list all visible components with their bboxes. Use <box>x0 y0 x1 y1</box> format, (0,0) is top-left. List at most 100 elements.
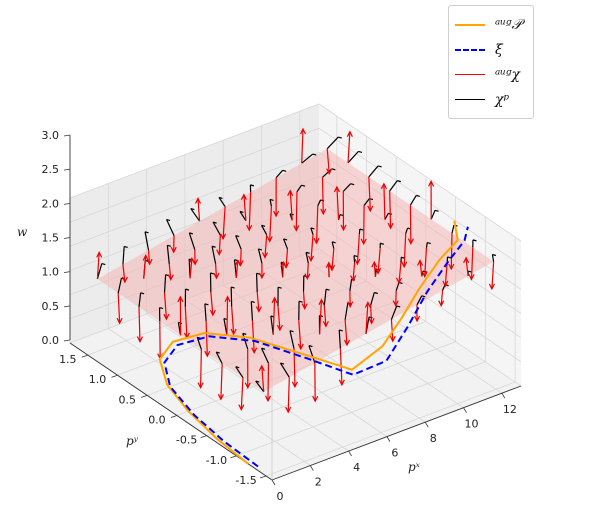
chi-p-arrow <box>349 279 353 292</box>
legend-swatch-augChi <box>455 74 485 75</box>
aug-chi-arrow <box>261 365 265 392</box>
aug-chi-arrow <box>370 305 373 324</box>
chi-p-arrow <box>250 301 254 321</box>
chi-p-arrow <box>138 292 142 308</box>
aug-chi-arrow <box>301 129 304 164</box>
aug-chi-arrow <box>222 206 226 239</box>
z-tick-mark <box>63 339 71 342</box>
chi-p-arrowhead <box>185 288 190 291</box>
aug-chi-arrowhead <box>421 271 428 278</box>
legend-label-xi: ξ <box>495 41 503 58</box>
aug-chi-arrowhead <box>387 222 394 230</box>
chi-p-arrow <box>144 231 150 251</box>
chi-p-arrowhead <box>396 305 401 308</box>
aug-chi-arrowhead <box>224 295 231 302</box>
chi-p-arrowhead <box>277 286 282 289</box>
chi-p-arrow <box>384 213 389 220</box>
aug-chi-arrow <box>321 177 324 214</box>
chi-p-arrowhead <box>251 300 255 304</box>
chi-p-arrow <box>416 295 423 306</box>
z-tick-label: 2.5 <box>42 163 60 176</box>
aug-chi-arrowhead <box>307 255 315 263</box>
z-tick-mark <box>63 168 71 171</box>
aug-chi-arrow <box>163 292 168 320</box>
y-tick-mark <box>259 475 267 479</box>
aug-chi-arrowhead <box>333 185 340 193</box>
chi-p-arrowhead <box>325 288 330 291</box>
aug-chi-arrow <box>398 262 402 283</box>
aug-chi-arrow <box>444 261 448 286</box>
chi-p-arrow <box>317 199 322 207</box>
chi-p-arrow <box>165 219 175 236</box>
aug-chi-arrowhead <box>442 280 449 288</box>
chi-p-arrow <box>275 169 284 179</box>
y-tick-mark <box>200 435 207 439</box>
aug-chi-arrow <box>282 262 284 278</box>
chi-p-arrowhead <box>331 168 336 171</box>
y-tick-label: -1.0 <box>206 454 227 467</box>
chi-p-arrowhead <box>255 380 260 383</box>
chi-p-arrowhead <box>339 329 343 332</box>
chi-p-arrowhead <box>235 366 240 369</box>
aug-chi-arrowhead <box>328 264 336 272</box>
aug-chi-arrow <box>117 293 121 324</box>
aug-chi-arrowhead <box>194 197 202 204</box>
chi-p-arrowhead <box>211 245 216 248</box>
aug-chi-arrowhead <box>320 208 327 216</box>
aug-chi-arrowhead <box>264 395 272 403</box>
chi-p-arrow <box>338 329 341 349</box>
chi-p-arrow <box>331 241 335 249</box>
legend-label-chi-p: χᵖ <box>495 91 510 108</box>
vector-field <box>96 127 497 414</box>
chi-p-arrowhead <box>166 218 171 222</box>
chi-p-arrow <box>117 277 123 294</box>
aug-chi-arrowhead <box>116 317 123 325</box>
chi-p-arrowhead <box>280 362 285 365</box>
aug-chi-arrow <box>226 296 229 336</box>
aug-chi-arrow <box>356 234 360 265</box>
z-axis-label: w <box>17 225 28 239</box>
aug-chi-arrow <box>184 306 188 338</box>
chi-p-arrowhead <box>359 228 364 231</box>
aug-p-curve <box>158 220 459 465</box>
chi-p-arrow <box>305 252 309 264</box>
z-tick-mark <box>63 305 71 308</box>
y-tick-label: 0.5 <box>118 393 136 406</box>
y-tick-label: 1.5 <box>59 353 77 366</box>
aug-chi-arrow <box>235 260 239 278</box>
legend-swatch-augP <box>455 23 485 26</box>
aug-chi-arrowhead <box>463 256 470 264</box>
chi-p-arrowhead <box>374 291 378 295</box>
aug-chi-arrow <box>302 291 306 309</box>
aug-chi-arrow <box>450 233 453 270</box>
chi-p-arrowhead <box>416 194 420 198</box>
aug-chi-arrow <box>264 234 268 258</box>
legend-label-augChi: ᵃᵘᵍχ <box>495 66 520 83</box>
chi-p-arrowhead <box>282 169 287 172</box>
aug-chi-arrowhead <box>142 254 149 261</box>
aug-chi-arrow <box>323 305 327 327</box>
aug-chi-arrow <box>277 306 281 331</box>
aug-chi-arrowhead <box>246 224 253 232</box>
chi-p-arrow <box>289 330 295 349</box>
chi-p-arrow <box>190 208 201 222</box>
aug-chi-arrowhead <box>318 298 325 305</box>
aug-chi-arrowhead <box>414 315 421 323</box>
w-plane-surface <box>97 148 494 392</box>
legend-label-augP: ᵃᵘᵍ𝒫 <box>495 16 522 33</box>
aug-chi-arrowhead <box>360 238 367 246</box>
chi-p-arrowhead <box>124 245 128 248</box>
z-tick-label: 1.0 <box>42 266 60 279</box>
aug-chi-arrowhead <box>438 300 445 308</box>
x-axis-label: pˣ <box>408 460 421 474</box>
chi-p-arrow <box>204 303 207 321</box>
aug-chi-arrow <box>122 264 126 283</box>
y-tick-label: 1.0 <box>89 373 107 386</box>
aug-chi-arrowhead <box>266 236 273 243</box>
aug-chi-arrowhead <box>273 210 280 218</box>
chi-p-arrowhead <box>250 184 255 187</box>
legend-item-chi-p: χᵖ <box>455 87 527 112</box>
aug-chi-arrow <box>218 235 221 255</box>
chi-p-arrowhead <box>308 344 313 348</box>
aug-chi-arrow <box>347 131 351 163</box>
